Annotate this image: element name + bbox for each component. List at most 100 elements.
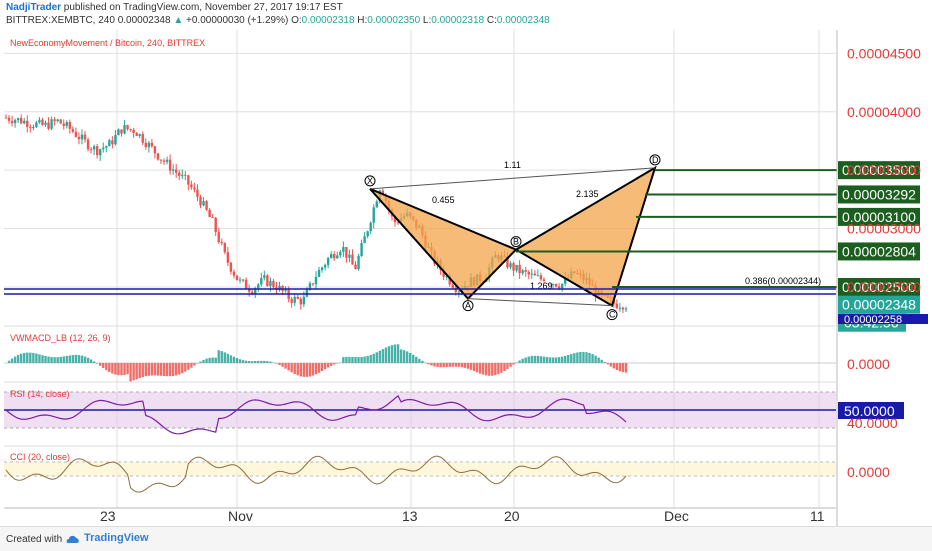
candle-body — [111, 140, 113, 144]
macd-bar — [406, 351, 408, 363]
macd-bar — [245, 361, 247, 363]
macd-bar — [354, 357, 356, 363]
footer: Created with TradingView — [0, 526, 932, 551]
macd-bar — [315, 363, 317, 374]
macd-bar — [278, 363, 280, 365]
panel-title: CCI (20, close) — [10, 452, 70, 462]
candle-body — [619, 308, 621, 309]
macd-value-label: 0.0000 — [847, 356, 890, 372]
macd-bar — [370, 355, 372, 363]
candle-body — [327, 258, 329, 265]
macd-bar — [385, 348, 387, 363]
macd-bar — [558, 357, 560, 363]
candle-body — [370, 223, 372, 231]
x-tick-label: 20 — [504, 508, 520, 524]
x-tick-label: Nov — [228, 508, 253, 524]
macd-bar — [263, 361, 265, 363]
macd-bar — [546, 357, 548, 363]
macd-bar — [625, 363, 627, 373]
macd-bar — [464, 363, 466, 368]
macd-bar — [169, 363, 171, 376]
candle-body — [339, 252, 341, 256]
macd-bar — [540, 356, 542, 363]
candle-body — [521, 270, 523, 273]
macd-bar — [597, 358, 599, 363]
y-tick-label: 0.00002500 — [847, 279, 921, 295]
macd-bar — [455, 363, 457, 367]
y-tick-label: 0.00004000 — [847, 104, 921, 120]
macd-bar — [218, 350, 220, 363]
candle-body — [175, 169, 177, 172]
candle-body — [160, 160, 162, 161]
macd-bar — [382, 349, 384, 363]
macd-bar — [78, 355, 80, 363]
candle-body — [26, 121, 28, 127]
macd-bar — [388, 346, 390, 363]
macd-bar — [479, 363, 481, 374]
macd-bar — [439, 363, 441, 367]
macd-bar — [430, 363, 432, 365]
low-value: 0.00002318 — [431, 15, 484, 26]
close-label: C: — [487, 15, 497, 26]
macd-bar — [582, 352, 584, 363]
macd-bar — [102, 363, 104, 368]
candle-body — [184, 175, 186, 176]
candle-body — [294, 297, 296, 303]
candle-body — [14, 120, 16, 123]
macd-bar — [303, 363, 305, 377]
macd-bar — [537, 356, 539, 363]
author-link[interactable]: NadjiTrader — [6, 2, 61, 13]
change-up-icon: ▲ — [173, 15, 183, 26]
high-label: H: — [357, 15, 367, 26]
macd-bar — [184, 363, 186, 372]
macd-bar — [236, 358, 238, 363]
candle-body — [233, 272, 235, 276]
macd-bar — [549, 357, 551, 363]
candle-body — [145, 143, 147, 147]
candle-body — [72, 129, 74, 132]
macd-bar — [449, 363, 451, 367]
macd-bar — [528, 357, 530, 363]
macd-bar — [17, 355, 19, 363]
macd-bar — [211, 358, 213, 363]
candle-body — [75, 132, 77, 137]
candle-body — [525, 270, 527, 272]
macd-bar — [397, 344, 399, 363]
macd-bar — [120, 363, 122, 375]
macd-bar — [117, 363, 119, 375]
macd-bar — [160, 363, 162, 376]
open-value: 0.00002318 — [302, 15, 355, 26]
candle-body — [537, 275, 539, 276]
candle-body — [35, 122, 37, 127]
macd-bar — [600, 360, 602, 363]
candle-body — [224, 243, 226, 252]
macd-bar — [588, 353, 590, 363]
tradingview-logo[interactable]: TradingView — [84, 532, 149, 544]
candle-body — [363, 236, 365, 243]
macd-bar — [187, 363, 189, 370]
candle-body — [269, 281, 271, 286]
candle-body — [260, 278, 262, 284]
macd-bar — [145, 363, 147, 376]
macd-bar — [360, 357, 362, 363]
macd-bar — [379, 351, 381, 363]
macd-bar — [227, 354, 229, 363]
chart-header: NadjiTrader published on TradingView.com… — [0, 0, 932, 30]
candle-body — [230, 263, 232, 272]
candle-body — [169, 160, 171, 171]
candle-body — [205, 201, 207, 210]
macd-bar — [202, 360, 204, 363]
macd-bar — [403, 350, 405, 363]
macd-bar — [175, 363, 177, 375]
candle-body — [242, 280, 244, 281]
candle-body — [509, 263, 511, 267]
candle-body — [117, 129, 119, 135]
macd-bar — [181, 363, 183, 373]
macd-bar — [224, 352, 226, 363]
macd-bar — [473, 363, 475, 371]
macd-bar — [66, 356, 68, 363]
panel-title: VWMACD_LB (12, 26, 9) — [10, 333, 111, 343]
candle-body — [23, 121, 25, 124]
candle-body — [53, 119, 55, 121]
